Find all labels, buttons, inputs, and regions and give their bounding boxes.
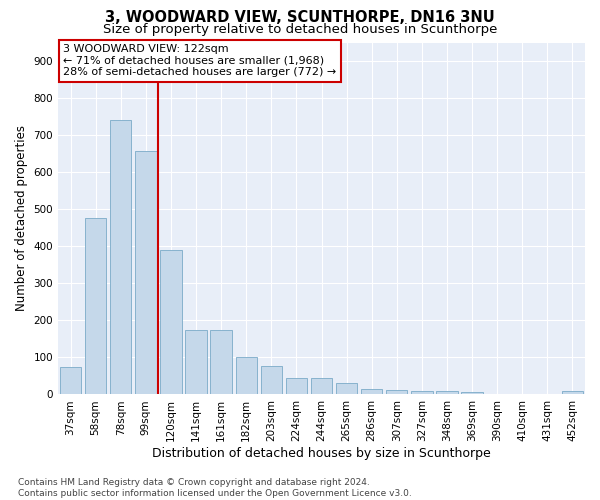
Y-axis label: Number of detached properties: Number of detached properties xyxy=(15,126,28,312)
Bar xyxy=(336,382,357,394)
Bar xyxy=(110,120,131,394)
Bar xyxy=(311,378,332,394)
Bar xyxy=(236,358,257,395)
Text: Size of property relative to detached houses in Scunthorpe: Size of property relative to detached ho… xyxy=(103,22,497,36)
Bar xyxy=(160,250,182,394)
Bar xyxy=(60,366,81,394)
Bar xyxy=(461,392,483,394)
X-axis label: Distribution of detached houses by size in Scunthorpe: Distribution of detached houses by size … xyxy=(152,447,491,460)
Bar xyxy=(135,151,157,394)
Bar xyxy=(260,366,282,394)
Bar xyxy=(286,378,307,394)
Bar xyxy=(85,218,106,394)
Text: Contains HM Land Registry data © Crown copyright and database right 2024.
Contai: Contains HM Land Registry data © Crown c… xyxy=(18,478,412,498)
Bar xyxy=(361,389,382,394)
Bar xyxy=(386,390,407,394)
Bar xyxy=(211,330,232,394)
Bar xyxy=(562,391,583,394)
Bar xyxy=(436,392,458,394)
Bar xyxy=(185,330,207,394)
Bar xyxy=(411,391,433,394)
Text: 3 WOODWARD VIEW: 122sqm
← 71% of detached houses are smaller (1,968)
28% of semi: 3 WOODWARD VIEW: 122sqm ← 71% of detache… xyxy=(64,44,337,78)
Text: 3, WOODWARD VIEW, SCUNTHORPE, DN16 3NU: 3, WOODWARD VIEW, SCUNTHORPE, DN16 3NU xyxy=(105,10,495,25)
